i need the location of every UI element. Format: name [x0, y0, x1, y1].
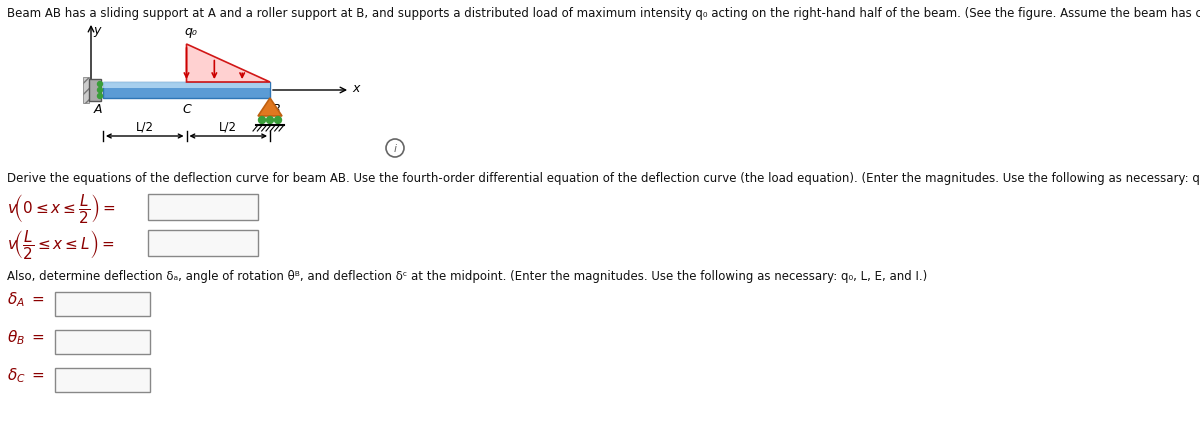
- Text: $\delta_C\;=$: $\delta_C\;=$: [7, 366, 44, 385]
- Circle shape: [258, 117, 265, 123]
- Circle shape: [97, 94, 102, 98]
- Text: Also, determine deflection δₐ, angle of rotation θᴮ, and deflection δᶜ at the mi: Also, determine deflection δₐ, angle of …: [7, 270, 928, 283]
- Bar: [55, 292, 150, 316]
- Text: Beam AB has a sliding support at A and a roller support at B, and supports a dis: Beam AB has a sliding support at A and a…: [7, 7, 1200, 20]
- Text: q₀: q₀: [185, 25, 197, 38]
- Bar: [148, 194, 258, 220]
- Bar: [55, 368, 150, 392]
- Text: i: i: [394, 143, 396, 153]
- Text: L/2: L/2: [220, 121, 238, 134]
- Circle shape: [275, 117, 282, 123]
- Bar: [83, 77, 89, 103]
- Text: B: B: [272, 103, 281, 116]
- Circle shape: [266, 117, 274, 123]
- Text: x: x: [352, 83, 359, 95]
- Bar: [148, 230, 258, 256]
- Text: $v\!\left(\dfrac{L}{2} \leq x \leq L\right) =$: $v\!\left(\dfrac{L}{2} \leq x \leq L\rig…: [7, 228, 114, 261]
- Text: L/2: L/2: [136, 121, 154, 134]
- Text: Derive the equations of the deflection curve for beam AB. Use the fourth-order d: Derive the equations of the deflection c…: [7, 172, 1200, 185]
- Bar: [55, 330, 150, 354]
- Circle shape: [97, 81, 102, 86]
- Bar: [89, 79, 101, 101]
- Bar: [103, 82, 270, 88]
- Text: A: A: [94, 103, 102, 116]
- Text: $\theta_B\;=$: $\theta_B\;=$: [7, 328, 44, 347]
- Text: $v\!\left(0 \leq x \leq \dfrac{L}{2}\right) =$: $v\!\left(0 \leq x \leq \dfrac{L}{2}\rig…: [7, 192, 115, 225]
- Text: C: C: [182, 103, 191, 116]
- Bar: [103, 82, 270, 98]
- Text: $\delta_A\;=$: $\delta_A\;=$: [7, 290, 44, 309]
- Polygon shape: [258, 98, 282, 116]
- Text: y: y: [94, 24, 101, 37]
- Polygon shape: [186, 44, 270, 82]
- Circle shape: [97, 87, 102, 92]
